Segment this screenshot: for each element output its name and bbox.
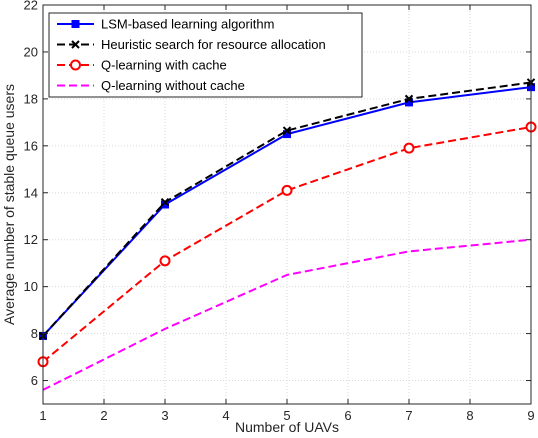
y-tick-label: 20 bbox=[24, 44, 38, 59]
data-point-x bbox=[404, 94, 414, 104]
data-point-square bbox=[71, 20, 80, 28]
data-point-x-stroke bbox=[160, 197, 170, 207]
y-tick-label: 10 bbox=[24, 279, 38, 294]
data-point-x bbox=[71, 40, 80, 49]
x-tick-label: 5 bbox=[283, 408, 290, 423]
series-3 bbox=[37, 121, 537, 368]
y-axis-label: Average number of stable queue users bbox=[1, 84, 17, 325]
legend-box bbox=[48, 12, 363, 98]
data-point-circle bbox=[403, 142, 415, 154]
legend-label: Q-learning without cache bbox=[101, 78, 245, 93]
series-4 bbox=[42, 238, 532, 391]
legend-label: LSM-based learning algorithm bbox=[101, 17, 274, 32]
x-tick-label: 2 bbox=[100, 408, 107, 423]
y-tick-label: 22 bbox=[24, 0, 38, 13]
data-point-x-stroke bbox=[71, 40, 80, 49]
series-line bbox=[42, 126, 532, 363]
data-point-x-stroke bbox=[404, 94, 414, 104]
series-layer bbox=[37, 78, 537, 391]
legend-entry: Q-learning with cache bbox=[57, 58, 227, 73]
legend-label: Heuristic search for resource allocation bbox=[101, 37, 326, 52]
legend: LSM-based learning algorithm Heuristic se… bbox=[48, 12, 363, 98]
y-tick-label: 8 bbox=[31, 326, 38, 341]
y-tick-label: 12 bbox=[24, 232, 38, 247]
series-line bbox=[42, 86, 532, 337]
legend-label: Q-learning with cache bbox=[101, 58, 227, 73]
x-axis-label: Number of UAVs bbox=[235, 419, 339, 435]
x-tick-label: 6 bbox=[344, 408, 351, 423]
data-point-x bbox=[282, 126, 292, 135]
legend-entry: LSM-based learning algorithm bbox=[57, 17, 274, 32]
y-tick-label: 16 bbox=[24, 138, 38, 153]
legend-entry: Heuristic search for resource allocation bbox=[57, 37, 326, 52]
data-point-circle bbox=[159, 255, 171, 267]
x-tick-label: 7 bbox=[405, 408, 412, 423]
y-tick-label: 18 bbox=[24, 91, 38, 106]
y-tick-label: 6 bbox=[31, 373, 38, 388]
series-line bbox=[42, 81, 532, 337]
data-point-x-stroke bbox=[282, 126, 292, 135]
data-point-x bbox=[160, 197, 170, 207]
legend-entry: Q-learning without cache bbox=[57, 78, 245, 93]
data-point-circle bbox=[70, 59, 81, 71]
x-tick-label: 1 bbox=[39, 408, 46, 423]
y-tick-label: 14 bbox=[24, 185, 38, 200]
x-tick-label: 4 bbox=[222, 408, 229, 423]
x-tick-label: 9 bbox=[527, 408, 534, 423]
data-point-circle bbox=[281, 184, 293, 196]
x-tick-label: 8 bbox=[466, 408, 473, 423]
series-line bbox=[42, 238, 532, 391]
x-tick-label: 3 bbox=[161, 408, 168, 423]
